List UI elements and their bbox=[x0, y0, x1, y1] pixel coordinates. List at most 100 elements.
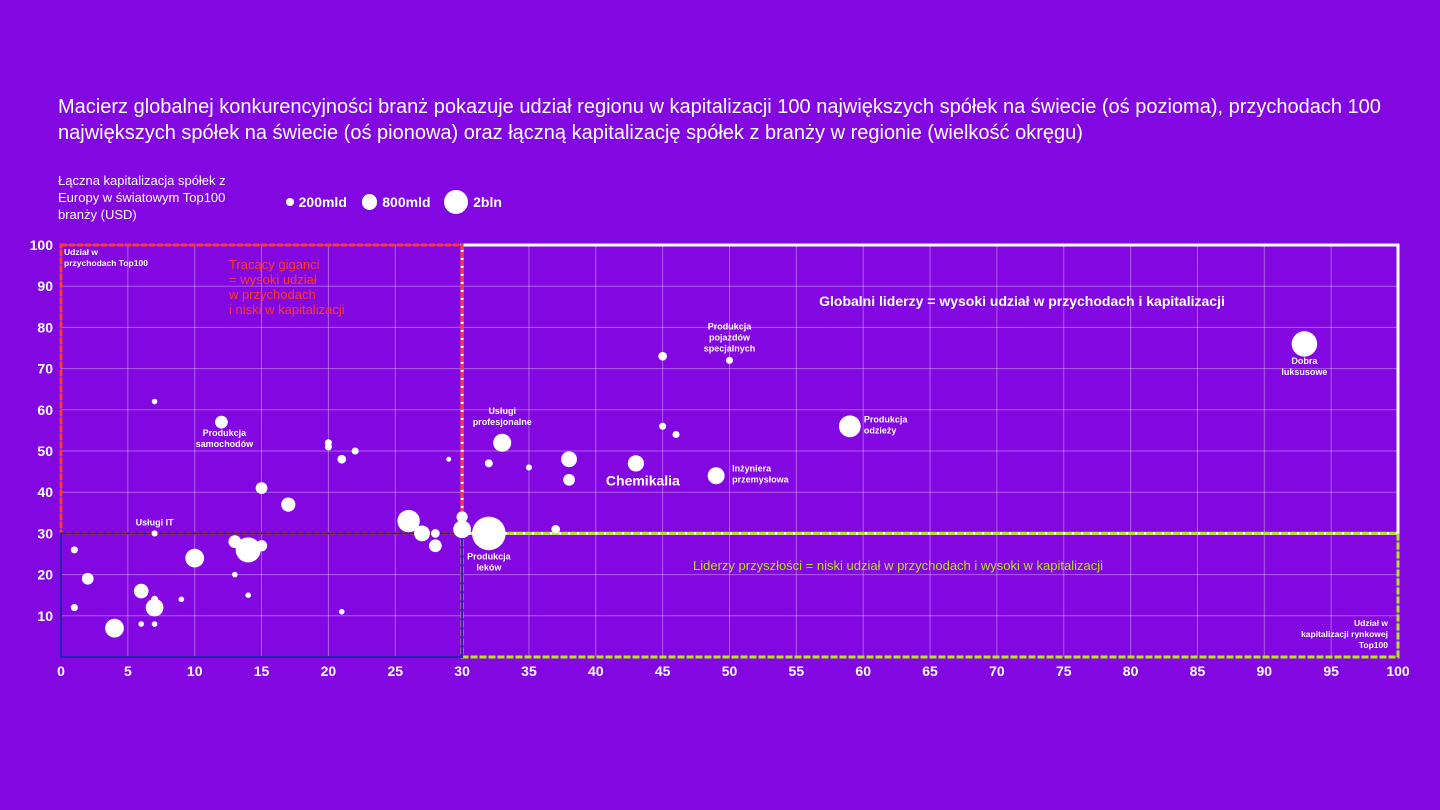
data-point bbox=[725, 356, 734, 364]
data-point bbox=[484, 459, 493, 468]
data-point bbox=[659, 422, 667, 430]
data-point bbox=[414, 525, 430, 542]
data-point bbox=[151, 398, 158, 405]
x-tick-label: 85 bbox=[1190, 663, 1206, 679]
y-tick-label: 80 bbox=[37, 319, 53, 335]
data-point bbox=[151, 530, 158, 537]
data-point bbox=[281, 497, 296, 512]
data-point bbox=[70, 546, 78, 554]
data-point bbox=[178, 596, 185, 603]
data-point bbox=[428, 539, 442, 553]
y-tick-label: 20 bbox=[37, 567, 53, 583]
point-label: profesjonalne bbox=[473, 417, 532, 427]
data-point bbox=[838, 415, 861, 438]
legend-bubble bbox=[286, 198, 294, 206]
x-axis-title: Udział w bbox=[1354, 618, 1388, 628]
data-point bbox=[397, 509, 420, 533]
quadrant-label-future: Liderzy przyszłości = niski udział w prz… bbox=[693, 558, 1103, 573]
data-point bbox=[672, 430, 680, 439]
y-tick-label: 90 bbox=[37, 278, 53, 294]
point-label: Produkcja bbox=[708, 321, 753, 331]
data-point bbox=[431, 529, 440, 538]
x-tick-label: 0 bbox=[57, 663, 65, 679]
quadrant-label-leaders: Globalni liderzy = wysoki udział w przyc… bbox=[819, 293, 1225, 309]
legend-bubble bbox=[362, 194, 378, 210]
data-point bbox=[81, 572, 94, 585]
x-tick-label: 40 bbox=[588, 663, 604, 679]
data-point bbox=[324, 443, 332, 451]
point-label: Usługi bbox=[488, 406, 516, 416]
data-point bbox=[215, 415, 228, 429]
x-tick-label: 65 bbox=[922, 663, 938, 679]
x-tick-label: 80 bbox=[1123, 663, 1139, 679]
point-label: odzieży bbox=[864, 425, 897, 435]
x-tick-label: 100 bbox=[1386, 663, 1410, 679]
x-tick-label: 30 bbox=[454, 663, 470, 679]
x-tick-label: 35 bbox=[521, 663, 537, 679]
y-axis-title: Udział w bbox=[64, 247, 98, 257]
x-axis-title: Top100 bbox=[1359, 640, 1388, 650]
x-tick-label: 25 bbox=[387, 663, 403, 679]
data-point bbox=[561, 451, 577, 468]
data-point bbox=[105, 618, 124, 638]
quadrant-label-giants: i niski w kapitalizacji bbox=[229, 302, 345, 317]
data-point bbox=[235, 537, 261, 563]
data-point bbox=[138, 621, 145, 627]
point-label: luksusowe bbox=[1281, 367, 1327, 377]
x-tick-label: 60 bbox=[855, 663, 871, 679]
data-point bbox=[1291, 331, 1318, 357]
legend-bubble bbox=[444, 189, 469, 215]
point-label: samochodów bbox=[196, 439, 255, 449]
data-point bbox=[255, 482, 268, 494]
quadrant-label-giants: w przychodach bbox=[228, 287, 316, 302]
data-point bbox=[228, 535, 242, 549]
x-tick-label: 5 bbox=[124, 663, 132, 679]
data-point bbox=[551, 524, 561, 534]
quadrant-label-giants: = wysoki udział bbox=[229, 272, 317, 287]
data-point bbox=[472, 516, 506, 551]
data-point bbox=[70, 604, 78, 612]
y-tick-label: 60 bbox=[37, 402, 53, 418]
data-point bbox=[456, 511, 468, 523]
chart-title: Macierz globalnej konkurencyjności branż… bbox=[58, 96, 1381, 144]
point-label: Produkcja bbox=[203, 428, 248, 438]
data-point bbox=[245, 592, 251, 598]
data-point bbox=[185, 548, 205, 568]
data-point bbox=[446, 456, 452, 462]
point-label: Chemikalia bbox=[606, 472, 680, 488]
y-tick-label: 30 bbox=[37, 525, 53, 541]
data-point bbox=[151, 621, 158, 627]
y-tick-label: 70 bbox=[37, 361, 53, 377]
data-point bbox=[658, 351, 667, 361]
point-label: Dobra bbox=[1291, 356, 1318, 366]
legend-label: 2bln bbox=[473, 194, 502, 210]
data-point bbox=[133, 583, 149, 599]
y-axis-title: przychodach Top100 bbox=[64, 258, 148, 268]
data-point bbox=[453, 520, 471, 539]
data-point bbox=[145, 598, 164, 617]
x-tick-label: 15 bbox=[254, 663, 270, 679]
point-label: Usługi IT bbox=[136, 517, 175, 527]
point-label: przemysłowa bbox=[732, 475, 790, 485]
x-tick-label: 90 bbox=[1257, 663, 1273, 679]
data-point bbox=[627, 455, 645, 472]
legend-item-2000: 2bln bbox=[444, 189, 502, 215]
y-tick-label: 50 bbox=[37, 443, 53, 459]
x-axis-title: kapitalizacji rynkowej bbox=[1301, 629, 1388, 639]
quadrant-label-giants: Tracący giganci bbox=[229, 257, 320, 272]
data-point bbox=[707, 467, 725, 485]
data-point bbox=[232, 571, 238, 578]
data-point bbox=[337, 454, 347, 464]
point-label: pojazdów bbox=[709, 332, 751, 342]
legend-label: 200mld bbox=[298, 194, 347, 210]
x-tick-label: 70 bbox=[989, 663, 1005, 679]
x-tick-label: 10 bbox=[187, 663, 203, 679]
legend-item-200: 200mld bbox=[286, 190, 347, 214]
point-label: Produkcja bbox=[467, 551, 512, 561]
x-tick-label: 50 bbox=[722, 663, 738, 679]
x-tick-label: 95 bbox=[1323, 663, 1339, 679]
x-tick-label: 20 bbox=[321, 663, 337, 679]
point-label: leków bbox=[476, 562, 502, 572]
legend-item-800: 800mld bbox=[362, 190, 431, 214]
point-label: Produkcja bbox=[864, 414, 909, 424]
